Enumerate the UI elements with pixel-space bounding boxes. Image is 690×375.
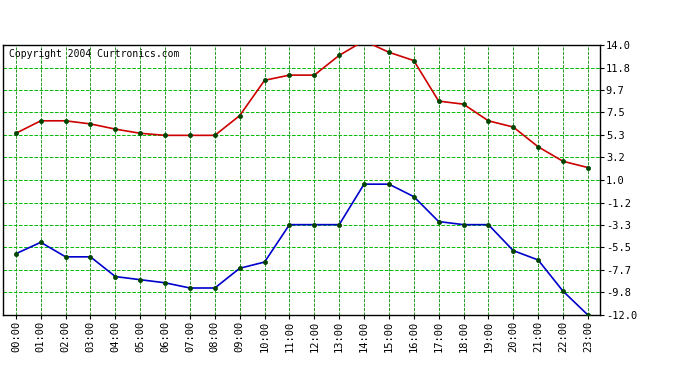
Text: Outside Temperature (vs) Wind Chill (Last 24 Hours) Thu Dec 23 23:50: Outside Temperature (vs) Wind Chill (Las…: [54, 12, 636, 27]
Text: Copyright 2004 Curtronics.com: Copyright 2004 Curtronics.com: [10, 49, 180, 59]
